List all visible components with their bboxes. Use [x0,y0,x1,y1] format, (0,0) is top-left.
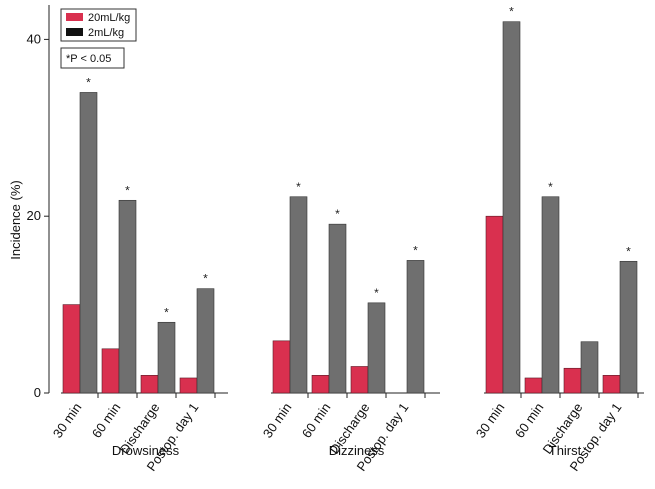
bar-2ml-kg [328,223,347,394]
significance-marker: * [509,5,514,19]
category-label: 60 min [512,400,547,441]
significance-marker: * [413,243,418,257]
bar-2ml-kg [79,92,98,394]
bar-20ml-kg [563,367,582,394]
legend-label-20ml-kg: 20mL/kg [88,12,130,24]
legend: 20mL/kg 2mL/kg *P < 0.05 [60,8,137,69]
bar-2ml-kg [289,196,308,394]
bar-20ml-kg [140,375,159,394]
bar-20ml-kg [350,366,369,394]
bar-20ml-kg [179,377,198,394]
legend-label-2ml-kg: 2mL/kg [88,27,124,39]
legend-swatch-20ml-kg [66,13,83,21]
bar-20ml-kg [101,348,120,394]
bar-2ml-kg [118,199,137,394]
significance-marker: * [626,244,631,258]
bar-2ml-kg [619,260,638,394]
significance-marker: * [203,272,208,286]
bar-2ml-kg [196,288,215,394]
y-tick-label: 0 [34,385,41,400]
significance-marker: * [164,305,169,319]
y-tick-label: 20 [27,208,41,223]
bar-2ml-kg [580,341,599,394]
y-axis-label: Incidence (%) [8,180,23,259]
group-label: Drowsiness [112,443,180,458]
bar-2ml-kg [406,260,425,394]
category-label: 30 min [473,400,508,441]
bar-20ml-kg [485,215,504,394]
bar-2ml-kg [541,196,560,394]
significance-marker: * [335,207,340,221]
legend-swatch-2ml-kg [66,28,83,36]
bars [62,21,638,394]
bar-20ml-kg [311,375,330,394]
significance-marker: * [548,180,553,194]
bar-20ml-kg [272,340,291,394]
significance-marker: * [125,183,130,197]
bar-2ml-kg [367,302,386,394]
significance-marker: * [374,286,379,300]
note-box [60,47,125,69]
significance-note: *P < 0.05 [66,53,111,65]
category-label: 30 min [50,400,85,441]
category-label: 30 min [260,400,295,441]
category-label: 60 min [299,400,334,441]
bar-20ml-kg [62,304,81,394]
significance-marker: * [86,75,91,89]
category-label: 60 min [89,400,124,441]
y-tick-label: 40 [27,31,41,46]
bar-2ml-kg [502,21,521,394]
group-label: Thirst [549,443,582,458]
bar-20ml-kg [602,375,621,394]
significance-marker: * [296,180,301,194]
group-label: Dizziness [329,443,385,458]
bar-2ml-kg [157,321,176,394]
bar-20ml-kg [524,377,543,394]
